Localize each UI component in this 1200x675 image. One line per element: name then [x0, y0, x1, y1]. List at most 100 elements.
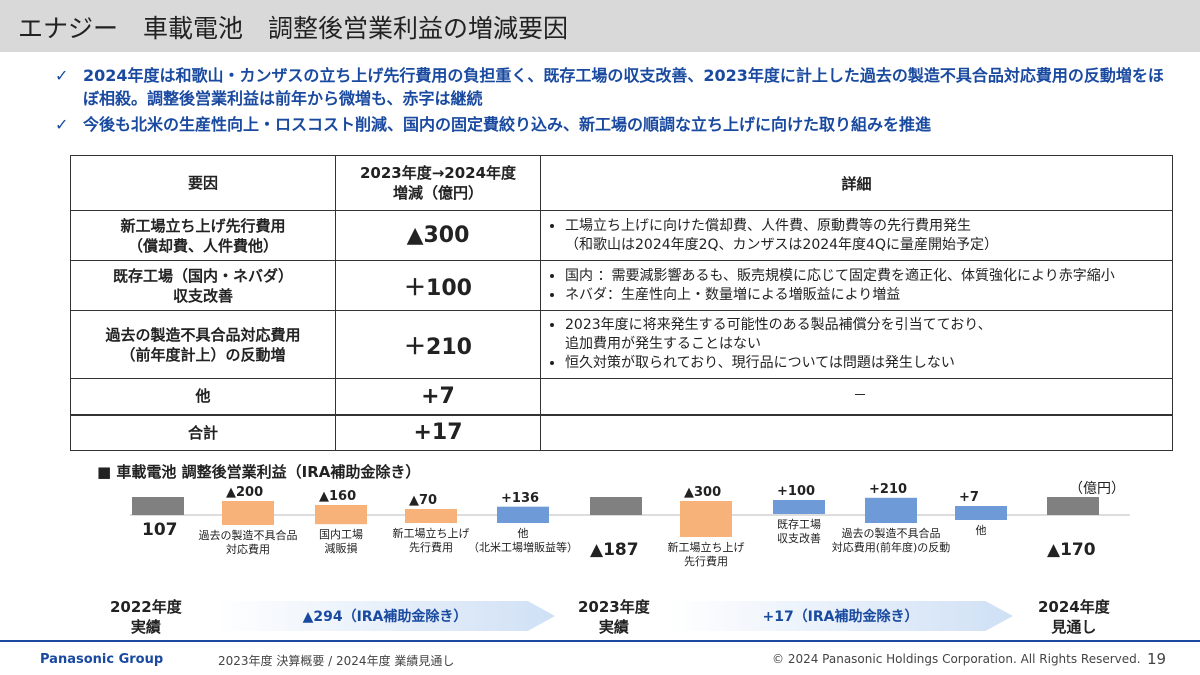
category-label-8: 過去の製造不具合品 対応費用(前年度)の反動 — [832, 527, 951, 555]
change-cell: ＋210 — [335, 310, 541, 379]
category-line: 対応費用(前年度)の反動 — [831, 541, 951, 554]
bars-layer — [132, 497, 1099, 537]
period-label-2024: 2024年度 見通し — [1038, 597, 1110, 637]
period-kind: 実績 — [130, 618, 161, 636]
bullet-2: ✓ 今後も北米の生産性向上・ロスコスト削減、国内の固定費絞り込み、新工場の順調な… — [55, 113, 1165, 136]
category-line: 新工場立ち上げ — [667, 541, 745, 554]
table-row-total: 合計 +17 — [70, 414, 1173, 451]
value-label-5: ▲187 — [590, 540, 639, 560]
factor-label: 既存工場（国内・ネバダ） — [112, 266, 293, 285]
period-label-2022: 2022年度 実績 — [110, 597, 182, 637]
factor-label: 過去の製造不具合品対応費用 — [105, 325, 301, 344]
period-kind: 実績 — [598, 618, 629, 636]
bar-2 — [315, 505, 367, 525]
detail-item: 恒久対策が取られており、現行品については問題は発生しない — [565, 354, 1171, 373]
bullet-text: 今後も北米の生産性向上・ロスコスト削減、国内の固定費絞り込み、新工場の順調な立ち… — [83, 115, 932, 134]
category-line: 国内工場 — [319, 528, 363, 542]
bar-10 — [1047, 497, 1099, 515]
category-label-7: 既存工場 収支改善 — [777, 518, 821, 546]
chart-title: ■ 車載電池 調整後営業利益（IRA補助金除き） — [97, 463, 421, 481]
value-label-2: ▲160 — [319, 489, 357, 504]
category-label-2: 国内工場 減販損 — [319, 528, 363, 556]
bar-0 — [132, 497, 184, 515]
change-arrow-2024: +17（IRA補助金除き） — [668, 601, 1013, 631]
arrow-label: ▲294（IRA補助金除き） — [302, 609, 468, 625]
category-line: （北米工場増販益等） — [468, 541, 578, 554]
period-kind: 見通し — [1051, 618, 1097, 636]
category-line: 既存工場 — [777, 518, 821, 531]
change-cell: ▲300 — [335, 210, 541, 261]
chart-unit: （億円） — [1069, 481, 1125, 497]
details-cell: 工場立ち上げに向けた償却費、人件費、原動費等の先行費用発生 （和歌山は2024年… — [540, 210, 1173, 261]
table-row: 過去の製造不具合品対応費用（前年度計上）の反動増 ＋210 2023年度に将来発… — [70, 310, 1173, 379]
bar-6 — [680, 501, 732, 537]
category-line: 減販損 — [324, 542, 358, 556]
change-cell: +17 — [335, 414, 541, 451]
period-year: 2023年度 — [578, 598, 650, 616]
check-icon: ✓ — [55, 115, 69, 134]
category-label-1: 過去の製造不具合品 対応費用 — [199, 529, 298, 557]
bar-8 — [865, 497, 917, 523]
value-label-4: +136 — [501, 490, 540, 506]
footer-line — [0, 640, 1200, 642]
detail-item: 国内 ：需要減影響あるも、販売規模に応じて固定費を適正化、体質強化により赤字縮小 — [565, 267, 1171, 286]
category-line: 他 — [517, 527, 529, 540]
bar-9 — [955, 506, 1007, 520]
details-cell: 国内 ：需要減影響あるも、販売規模に応じて固定費を適正化、体質強化により赤字縮小… — [540, 260, 1173, 311]
value-label-7: +100 — [777, 484, 816, 499]
category-line: 対応費用 — [226, 543, 270, 556]
bar-3 — [405, 509, 457, 523]
detail-item: （和歌山は2024年度2Q、カンザスは2024年度4Qに量産開始予定） — [565, 236, 998, 253]
value-label-0: 107 — [142, 520, 178, 540]
category-label-6: 新工場立ち上げ 先行費用 — [668, 541, 745, 569]
arrow-label: +17（IRA補助金除き） — [762, 609, 919, 625]
bar-5 — [590, 497, 642, 515]
footer-copyright: © 2024 Panasonic Holdings Corporation. A… — [772, 652, 1141, 666]
title-bar — [0, 0, 1200, 52]
factor-cell: 新工場立ち上げ先行費用 （償却費、人件費他） — [70, 210, 336, 261]
factor-cell: 合計 — [70, 414, 336, 451]
category-line: 過去の製造不具合品 — [841, 527, 941, 540]
category-line: 他 — [975, 524, 987, 537]
category-label-4: 他（北米工場増販益等） — [468, 527, 578, 555]
check-icon: ✓ — [55, 66, 69, 85]
value-label-3: ▲70 — [409, 493, 438, 508]
page-title: エナジー 車載電池 調整後営業利益の増減要因 — [18, 14, 569, 43]
period-year: 2022年度 — [110, 598, 182, 616]
factor-cell: 既存工場（国内・ネバダ） 収支改善 — [70, 260, 336, 311]
factors-table: 要因 2023年度→2024年度 増減（億円） 詳細 新工場立ち上げ先行費用 （償… — [70, 155, 1173, 451]
footer-doc: 2023年度 決算概要 / 2024年度 業績見通し — [218, 654, 455, 668]
summary-bullets: ✓ 2024年度は和歌山・カンザスの立ち上げ先行費用の負担重く、既存工場の収支改… — [55, 64, 1165, 139]
table-row: 既存工場（国内・ネバダ）収支改善 ＋100 国内 ：需要減影響あるも、販売規模に… — [70, 260, 1173, 311]
bar-1 — [222, 501, 274, 525]
bullet-text: 2024年度は和歌山・カンザスの立ち上げ先行費用の負担重く、既存工場の収支改善、… — [83, 66, 1164, 108]
category-line: 先行費用 — [684, 555, 728, 568]
category-line: 先行費用 — [409, 541, 453, 554]
value-label-1: ▲200 — [226, 485, 264, 500]
factor-cell: 過去の製造不具合品対応費用 （前年度計上）の反動増 — [70, 310, 336, 379]
table-row: 新工場立ち上げ先行費用（償却費、人件費他） ▲300 工場立ち上げに向けた償却費… — [70, 210, 1173, 261]
page-number: 19 — [1147, 650, 1167, 668]
detail-item: 工場立ち上げに向けた償却費、人件費、原動費等の先行費用発生 — [565, 217, 1171, 236]
value-label-8: +210 — [869, 481, 908, 497]
header-change-line2: 増減（億円） — [392, 184, 483, 202]
change-cell: ＋100 — [335, 260, 541, 311]
details-cell — [540, 414, 1173, 451]
change-arrow-2023: ▲294（IRA補助金除き） — [215, 601, 555, 631]
period-label-2023: 2023年度 実績 — [578, 597, 650, 637]
period-year: 2024年度 — [1038, 598, 1110, 616]
header-change: 2023年度→2024年度 増減（億円） — [335, 155, 541, 211]
detail-item: 2023年度に将来発生する可能性のある製品補償分を引当てており、 — [565, 316, 1171, 335]
detail-item: ネバダ：生産性向上・数量増による増販益により増益 — [565, 286, 1171, 305]
details-cell: 2023年度に将来発生する可能性のある製品補償分を引当てており、 追加費用が発生… — [540, 310, 1173, 379]
factor-sublabel: 収支改善 — [172, 286, 233, 305]
brand-logo: Panasonic Group — [40, 652, 164, 667]
category-line: 新工場立ち上げ — [392, 527, 470, 540]
category-label-3: 新工場立ち上げ 先行費用 — [393, 527, 470, 555]
detail-item: 追加費用が発生することはない — [565, 336, 761, 352]
bullet-1: ✓ 2024年度は和歌山・カンザスの立ち上げ先行費用の負担重く、既存工場の収支改… — [55, 64, 1165, 110]
bar-7 — [773, 500, 825, 514]
category-line: 収支改善 — [777, 532, 821, 545]
header-factor: 要因 — [70, 155, 336, 211]
